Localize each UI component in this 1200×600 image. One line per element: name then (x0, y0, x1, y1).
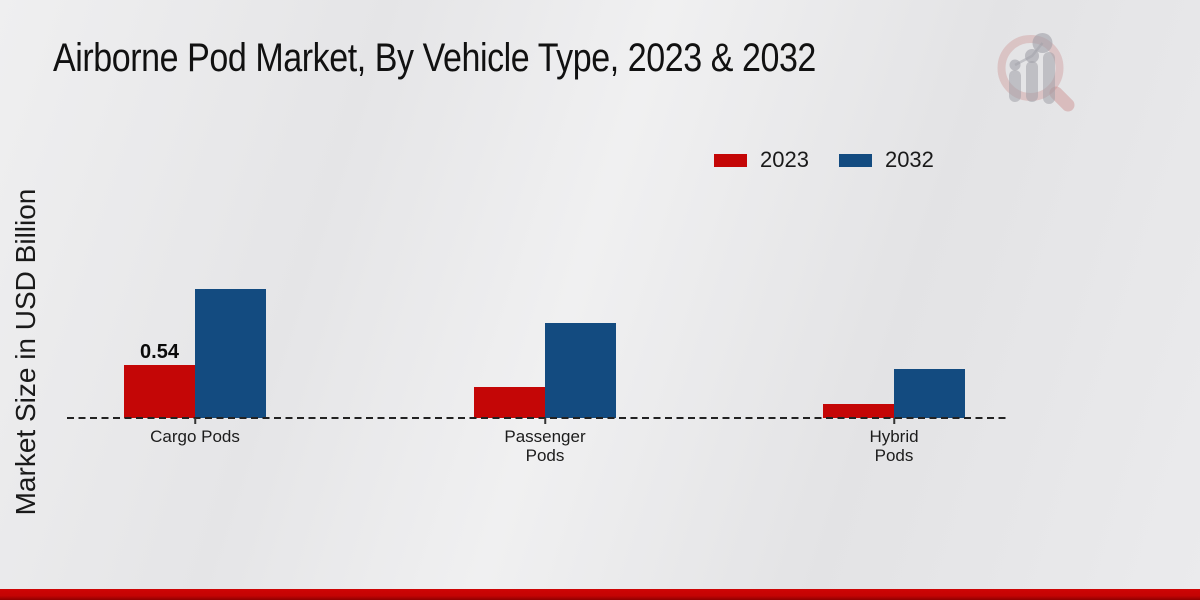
category-label-passenger-pods: Passenger Pods (504, 427, 586, 465)
legend: 2023 2032 (714, 147, 934, 173)
magnifier-bar-chart-logo-icon (997, 33, 1075, 112)
legend-item-2023[interactable]: 2023 (714, 147, 809, 173)
bar-2023-passenger-pods[interactable] (474, 386, 545, 418)
legend-item-2032[interactable]: 2032 (838, 147, 934, 173)
legend-label: 2032 (884, 147, 934, 172)
bar-2023-cargo-pods[interactable] (124, 365, 195, 418)
legend-swatch-icon (838, 153, 872, 167)
category-label-hybrid-pods: Hybrid Pods (869, 427, 919, 465)
bar-2023-hybrid-pods[interactable] (823, 404, 894, 418)
bar-2032-passenger-pods[interactable] (545, 322, 616, 418)
x-axis-tick-hybrid-pods (893, 418, 895, 424)
bar-value-label: 0.54 (140, 341, 179, 364)
x-axis-tick-cargo-pods (194, 418, 196, 424)
x-axis-baseline (67, 417, 1008, 419)
bar-2032-cargo-pods[interactable] (195, 288, 266, 418)
footer-accent-bar (0, 589, 1200, 600)
category-label-cargo-pods: Cargo Pods (150, 427, 240, 446)
legend-label: 2023 (760, 147, 809, 172)
x-axis-tick-passenger-pods (544, 418, 546, 424)
legend-swatch-icon (714, 153, 747, 167)
chart-title: Airborne Pod Market, By Vehicle Type, 20… (53, 36, 816, 80)
bar-2032-hybrid-pods[interactable] (894, 369, 965, 418)
